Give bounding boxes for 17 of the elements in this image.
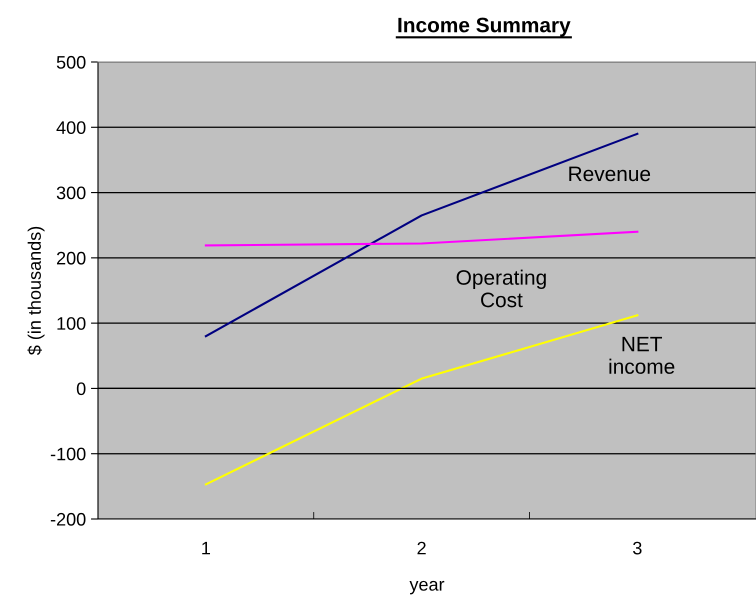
x-tick-label: 1 [202,542,210,554]
y-tick-label: -100 [50,448,86,460]
series-label: NET income [609,336,674,374]
y-axis-title: $ (in thousands) [27,226,44,356]
x-axis-title: year [409,580,444,594]
y-tick-label: 0 [76,382,86,396]
series-label: Revenue [569,166,650,182]
chart-title: Income Summary [398,18,571,37]
y-tick-label: 300 [56,186,86,200]
series-label: Operating Cost [456,270,546,308]
x-tick-label: 3 [633,542,642,554]
y-tick-label: -200 [50,512,86,526]
y-tick-label: 100 [57,317,86,330]
y-tick-label: 200 [56,252,86,265]
y-tick-label: 400 [56,121,86,134]
x-tick-label: 2 [417,542,426,554]
y-tick-label: 500 [56,56,86,69]
